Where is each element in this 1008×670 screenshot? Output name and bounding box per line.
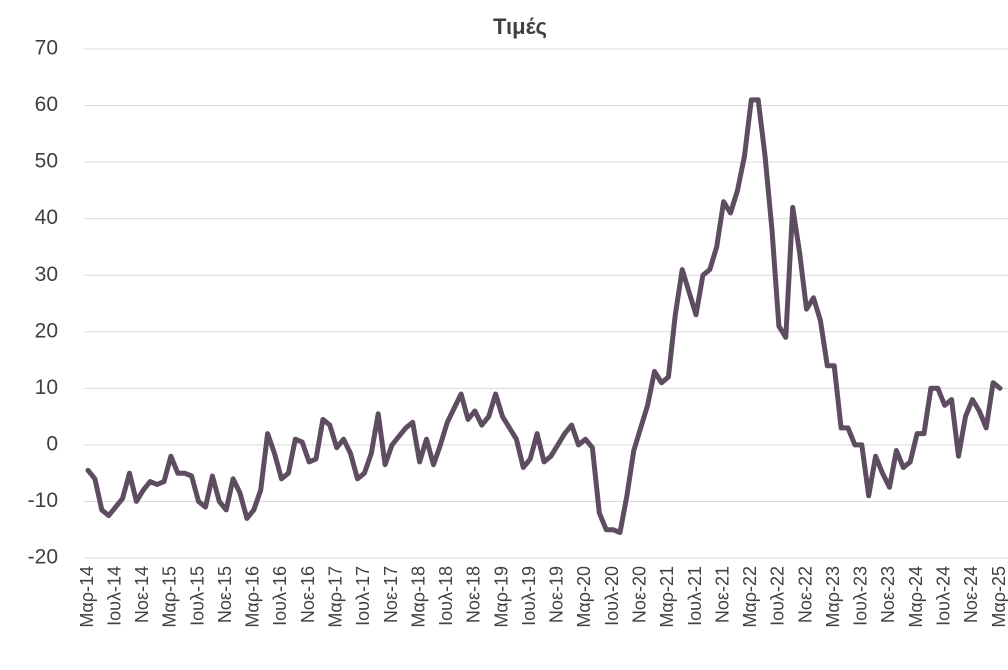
x-tick-label: Ιουλ-24	[933, 566, 953, 626]
x-tick-label: Μαρ-14	[77, 566, 97, 628]
y-tick-label: 10	[35, 376, 58, 399]
x-tick-label: Μαρ-18	[408, 566, 428, 628]
x-tick-label: Ιουλ-19	[519, 566, 539, 626]
x-tick-label: Μαρ-15	[160, 566, 180, 628]
x-tick-label: Νοε-16	[298, 566, 318, 623]
x-tick-label: Ιουλ-14	[104, 566, 124, 626]
y-tick-label: 30	[35, 263, 58, 286]
x-tick-label: Ιουλ-17	[353, 566, 373, 626]
x-tick-label: Νοε-20	[629, 566, 649, 623]
y-tick-label: 50	[35, 150, 58, 173]
x-tick-label: Ιουλ-20	[602, 566, 622, 626]
x-tick-label: Νοε-18	[464, 566, 484, 623]
x-tick-label: Μαρ-20	[574, 566, 594, 628]
x-tick-label: Μαρ-25	[989, 566, 1008, 628]
x-tick-label: Νοε-19	[547, 566, 567, 623]
x-tick-label: Ιουλ-18	[436, 566, 456, 626]
x-tick-label: Μαρ-16	[243, 566, 263, 628]
x-tick-label: Νοε-24	[961, 566, 981, 623]
x-tick-label: Ιουλ-22	[768, 566, 788, 626]
x-tick-label: Μαρ-24	[906, 566, 926, 628]
x-tick-label: Μαρ-17	[325, 566, 345, 628]
y-tick-label: 60	[35, 93, 58, 116]
x-tick-label: Μαρ-19	[491, 566, 511, 628]
y-tick-label: -10	[28, 489, 58, 512]
x-tick-label: Νοε-14	[132, 566, 152, 623]
x-tick-label: Νοε-17	[381, 566, 401, 623]
y-tick-label: -20	[28, 546, 58, 569]
x-tick-label: Μαρ-22	[740, 566, 760, 628]
x-tick-label: Μαρ-21	[657, 566, 677, 628]
x-tick-label: Νοε-21	[712, 566, 732, 623]
x-tick-label: Ιουλ-21	[685, 566, 705, 626]
x-tick-label: Νοε-15	[215, 566, 235, 623]
x-tick-label: Ιουλ-16	[270, 566, 290, 626]
x-tick-label: Ιουλ-23	[851, 566, 871, 626]
x-tick-label: Ιουλ-15	[187, 566, 207, 626]
x-tick-label: Μαρ-23	[823, 566, 843, 628]
chart-title: Τιμές	[493, 14, 547, 39]
line-series	[85, 97, 1003, 535]
y-tick-label: 20	[35, 319, 58, 342]
x-tick-label: Νοε-23	[878, 566, 898, 623]
y-tick-label: 70	[35, 37, 58, 60]
y-tick-label: 0	[46, 432, 58, 455]
y-tick-label: 40	[35, 206, 58, 229]
x-tick-label: Νοε-22	[795, 566, 815, 623]
